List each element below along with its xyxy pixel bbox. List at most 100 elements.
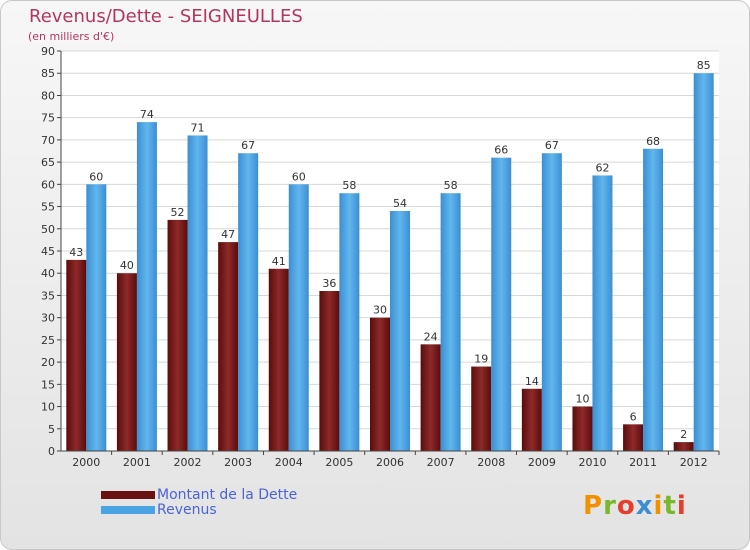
bar-revenus (187, 135, 208, 451)
logo-letter: o (616, 491, 636, 521)
x-tick-label: 2005 (325, 456, 353, 469)
bar-debt (116, 273, 137, 451)
y-tick-label: 60 (41, 178, 55, 191)
logo-letter: P (583, 491, 604, 521)
x-tick-label: 2010 (578, 456, 606, 469)
legend-swatch-debt (101, 490, 155, 499)
bar-debt (471, 366, 492, 451)
bar-debt (420, 344, 441, 451)
data-label-debt: 36 (322, 277, 336, 290)
data-label-revenus: 71 (191, 121, 205, 134)
bar-revenus (136, 122, 157, 451)
y-tick-label: 80 (41, 89, 55, 102)
bar-debt (673, 442, 694, 451)
legend: Montant de la Dette Revenus (101, 486, 298, 518)
y-tick-label: 30 (41, 312, 55, 325)
x-tick-label: 2006 (376, 456, 404, 469)
data-label-debt: 52 (171, 206, 185, 219)
proxiti-logo: Proxiti (583, 491, 687, 521)
x-tick-label: 2000 (72, 456, 100, 469)
legend-swatch-revenus (101, 505, 155, 514)
logo-letter: i (653, 491, 664, 521)
legend-item-revenus: Revenus (101, 501, 297, 518)
bar-revenus (288, 184, 309, 452)
y-tick-label: 65 (41, 156, 55, 169)
y-tick-label: 75 (41, 112, 55, 125)
y-tick-label: 10 (41, 401, 55, 414)
x-tick-label: 2009 (528, 456, 556, 469)
data-label-debt: 6 (630, 410, 637, 423)
y-tick-label: 50 (41, 223, 55, 236)
bar-debt (319, 291, 340, 451)
data-label-revenus: 54 (393, 197, 407, 210)
y-tick-label: 25 (41, 334, 55, 347)
data-label-revenus: 62 (595, 161, 609, 174)
data-label-debt: 30 (373, 304, 387, 317)
y-tick-label: 40 (41, 267, 55, 280)
logo-letter: x (635, 491, 654, 521)
data-label-revenus: 58 (444, 179, 458, 192)
bar-revenus (541, 153, 562, 451)
data-label-debt: 40 (120, 259, 134, 272)
bar-debt (623, 424, 644, 451)
logo-letter: t (663, 491, 677, 521)
chart-subtitle: (en milliers d'€) (28, 30, 115, 43)
y-tick-label: 55 (41, 201, 55, 214)
bar-debt (268, 268, 289, 451)
x-tick-label: 2004 (275, 456, 303, 469)
bar-revenus (643, 148, 664, 451)
x-tick-label: 2003 (224, 456, 252, 469)
data-label-debt: 47 (221, 228, 235, 241)
logo-letter: i (676, 491, 687, 521)
y-tick-label: 45 (41, 245, 55, 258)
x-tick-label: 2001 (123, 456, 151, 469)
bar-revenus (390, 211, 410, 451)
y-tick-label: 85 (41, 67, 55, 80)
x-tick-label: 2012 (680, 456, 708, 469)
x-tick-label: 2002 (174, 456, 202, 469)
bar-debt (521, 388, 542, 451)
bar-revenus (491, 157, 512, 451)
y-tick-label: 35 (41, 289, 55, 302)
data-label-revenus: 60 (292, 170, 306, 183)
x-tick-label: 2011 (629, 456, 657, 469)
chart-title: Revenus/Dette - SEIGNEULLES (29, 6, 303, 27)
data-label-debt: 24 (424, 330, 438, 343)
data-label-debt: 41 (272, 255, 286, 268)
bar-debt (572, 406, 593, 451)
data-label-revenus: 68 (646, 135, 660, 148)
x-tick-label: 2008 (477, 456, 505, 469)
bar-revenus (693, 73, 714, 451)
data-label-debt: 10 (575, 393, 589, 406)
bar-revenus (339, 193, 360, 451)
data-label-revenus: 60 (89, 170, 103, 183)
x-tick-label: 2007 (427, 456, 455, 469)
legend-label-revenus: Revenus (157, 501, 217, 518)
data-label-debt: 43 (69, 246, 83, 259)
y-tick-label: 90 (41, 45, 55, 58)
data-label-revenus: 74 (140, 108, 154, 121)
legend-label-debt: Montant de la Dette (157, 486, 298, 503)
data-label-revenus: 67 (545, 139, 559, 152)
y-tick-label: 0 (48, 445, 55, 458)
data-label-revenus: 67 (241, 139, 255, 152)
y-tick-label: 15 (41, 378, 55, 391)
bar-debt (218, 242, 239, 451)
bar-debt (167, 219, 188, 451)
data-label-revenus: 66 (494, 144, 508, 157)
bar-debt (66, 259, 87, 451)
bar-revenus (238, 153, 259, 451)
data-label-debt: 2 (680, 428, 687, 441)
y-tick-label: 20 (41, 356, 55, 369)
bar-revenus (440, 193, 461, 451)
bar-revenus (86, 184, 107, 452)
data-label-debt: 19 (474, 353, 488, 366)
y-tick-label: 5 (48, 423, 55, 436)
bar-revenus (592, 175, 613, 451)
data-label-revenus: 58 (342, 179, 356, 192)
y-tick-label: 70 (41, 134, 55, 147)
data-label-debt: 14 (525, 375, 539, 388)
logo-letter: r (603, 491, 617, 521)
